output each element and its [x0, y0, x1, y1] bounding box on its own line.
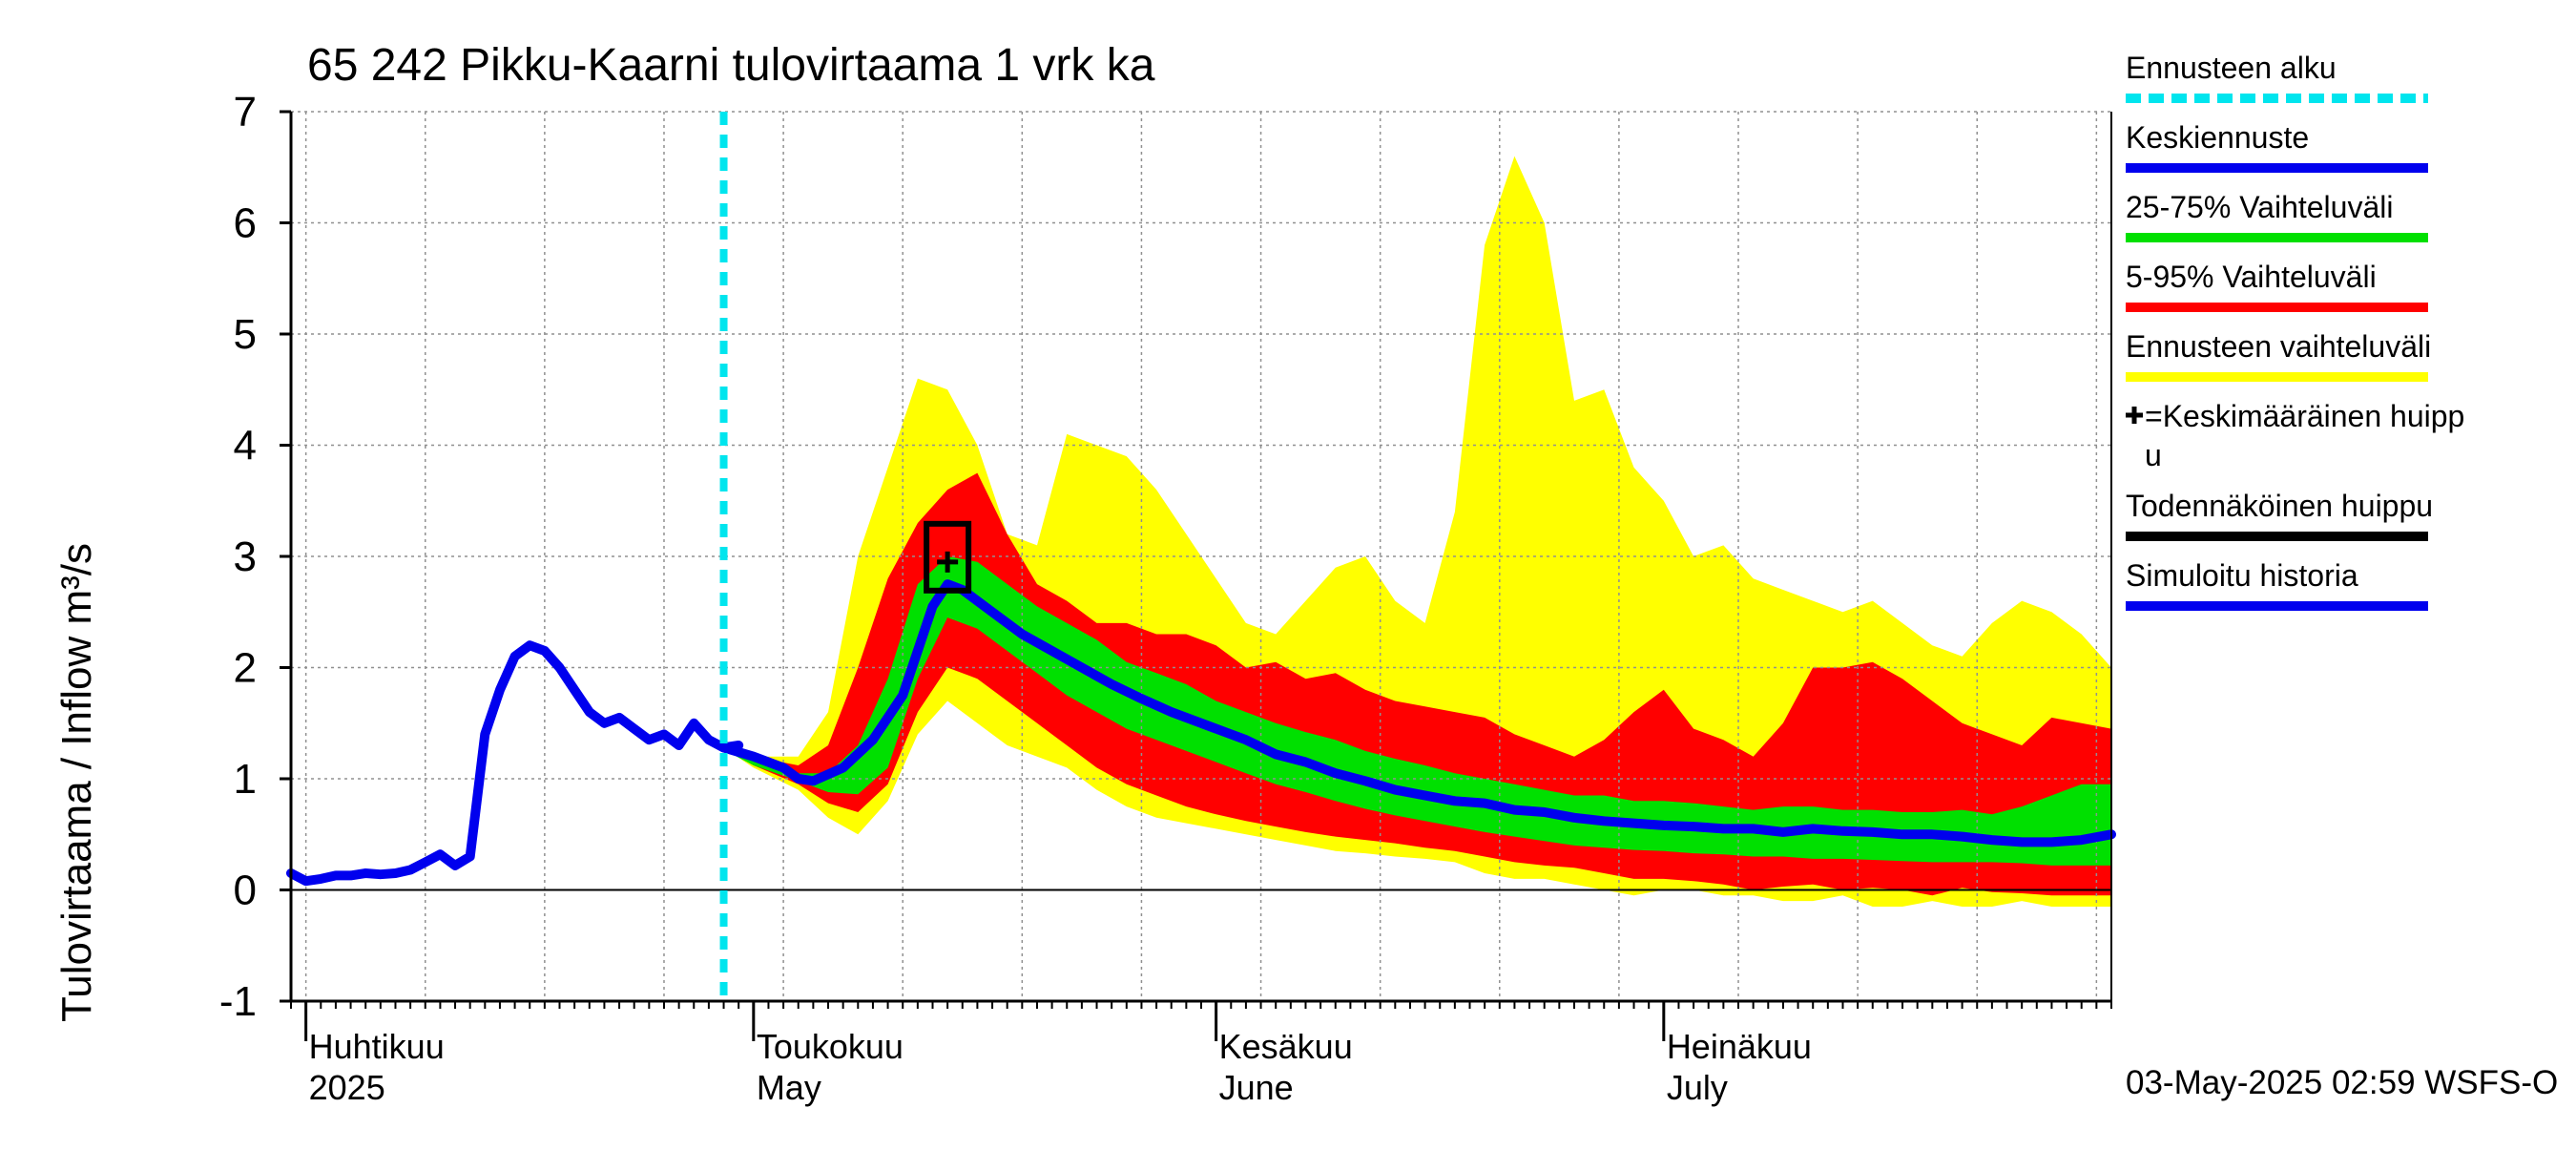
- probable-peak-marker: [924, 520, 972, 594]
- legend-label-3: 5-95% Vaihteluväli: [2126, 260, 2377, 294]
- month-label-en: July: [1667, 1068, 1728, 1107]
- month-label-en: 2025: [309, 1068, 385, 1107]
- footer-timestamp: 03-May-2025 02:59 WSFS-O: [2126, 1064, 2558, 1101]
- legend-label-0: Ennusteen alku: [2126, 51, 2337, 85]
- month-label-fi: Heinäkuu: [1667, 1027, 1812, 1066]
- band-1: [723, 472, 2111, 896]
- series-line-0: [286, 640, 744, 887]
- y-tick-label: 2: [234, 645, 257, 692]
- series-line-1: [718, 579, 2116, 847]
- legend-plus-icon: [2126, 407, 2143, 424]
- legend-label-2: 25-75% Vaihteluväli: [2126, 190, 2393, 224]
- chart-title: 65 242 Pikku-Kaarni tulovirtaama 1 vrk k…: [307, 40, 1155, 91]
- y-tick-label: 6: [234, 200, 257, 247]
- band-2: [723, 556, 2111, 866]
- month-label-fi: Toukokuu: [757, 1027, 904, 1066]
- y-tick-label: 7: [234, 89, 257, 136]
- y-tick-label: 1: [234, 756, 257, 803]
- month-label-fi: Huhtikuu: [309, 1027, 445, 1066]
- legend-label-5: u: [2145, 438, 2162, 472]
- y-tick-label: 0: [234, 868, 257, 914]
- legend-label-6: Todennäköinen huippu: [2126, 489, 2433, 523]
- legend-label-7: Simuloitu historia: [2126, 558, 2358, 593]
- y-tick-label: -1: [219, 978, 257, 1025]
- legend-label-4: Ennusteen vaihteluväli: [2126, 329, 2431, 364]
- month-label-en: May: [757, 1068, 821, 1107]
- month-label-en: June: [1219, 1068, 1294, 1107]
- y-axis-label: Tulovirtaama / Inflow m³/s: [53, 543, 100, 1022]
- y-tick-label: 5: [234, 311, 257, 358]
- legend: Ennusteen alku Keskiennuste 25-75% Vaihtel…: [2126, 51, 2464, 611]
- y-tick-label: 3: [234, 533, 257, 580]
- legend-label-5: =Keskimääräinen huipp: [2145, 399, 2464, 433]
- y-tick-label: 4: [234, 423, 257, 470]
- mean-peak-marker: [937, 551, 959, 573]
- month-label-fi: Kesäkuu: [1219, 1027, 1353, 1066]
- legend-label-1: Keskiennuste: [2126, 120, 2309, 155]
